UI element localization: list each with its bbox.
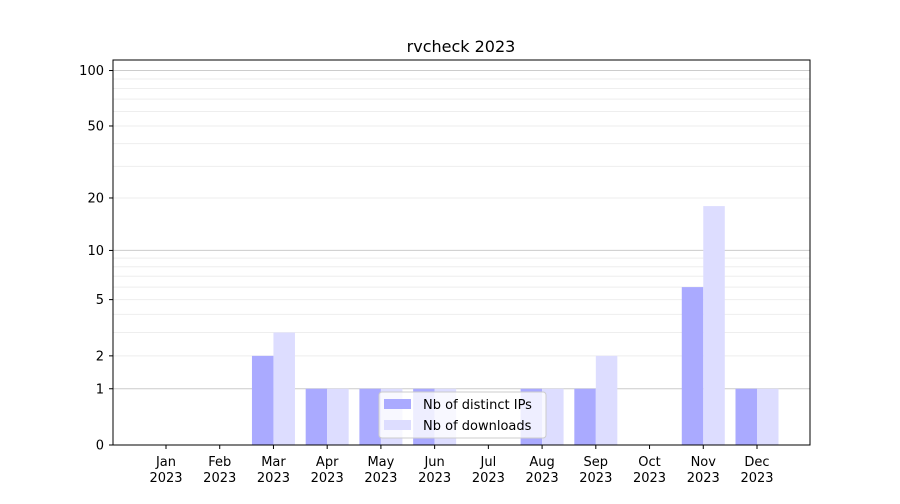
x-tick-label: 2023 [203, 471, 236, 486]
bar-distinct-ips [359, 388, 381, 445]
x-tick-label: 2023 [149, 471, 182, 486]
legend-label-downloads: Nb of downloads [423, 419, 532, 434]
x-tick-label: Dec [744, 455, 769, 470]
axes-frame [112, 59, 811, 446]
x-tick-label: Sep [584, 455, 609, 470]
x-tick-label: 2023 [579, 471, 612, 486]
x-tick-label: 2023 [472, 471, 505, 486]
chart-title: rvcheck 2023 [407, 37, 516, 56]
x-tick-label: 2023 [364, 471, 397, 486]
x-tick-label: 2023 [633, 471, 666, 486]
bar-downloads [703, 206, 725, 445]
y-tick-label: 10 [87, 244, 104, 259]
bar-distinct-ips [574, 388, 596, 445]
y-axis: 0 1 2 5 10 20 50 100 [79, 64, 113, 454]
legend-box [378, 391, 547, 439]
bar-distinct-ips [735, 388, 757, 445]
x-tick-label: 2023 [740, 471, 773, 486]
x-tick-label: Apr [316, 455, 339, 470]
bar-downloads [595, 355, 618, 445]
x-tick-label: 2023 [257, 471, 290, 486]
x-tick-label: May [367, 455, 394, 470]
x-tick-label: Jan [155, 455, 176, 470]
x-tick-label: Aug [529, 455, 554, 470]
y-tick-label: 100 [79, 64, 104, 79]
x-tick-label: 2023 [418, 471, 451, 486]
x-tick-label: Mar [261, 455, 286, 470]
x-axis: Jan2023Feb2023Mar2023Apr2023May2023Jun20… [149, 445, 774, 486]
x-tick-label: Jul [480, 455, 497, 470]
bar-downloads [273, 332, 295, 445]
y-tick-label: 50 [87, 119, 104, 134]
x-tick-label: Jun [423, 455, 444, 470]
legend-swatch-ips [384, 399, 411, 409]
bar-distinct-ips [681, 287, 704, 445]
legend-swatch-downloads [384, 420, 411, 430]
bar-downloads [327, 388, 349, 445]
y-tick-label: 2 [96, 349, 104, 364]
y-tick-label: 0 [96, 439, 104, 454]
x-tick-label: Nov [691, 455, 717, 470]
legend-label-ips: Nb of distinct IPs [423, 398, 532, 413]
x-tick-label: 2023 [311, 471, 344, 486]
x-tick-label: Oct [638, 455, 660, 470]
bar-downloads [757, 388, 779, 445]
x-tick-label: Feb [208, 455, 231, 470]
y-tick-label: 5 [96, 293, 104, 308]
y-tick-label: 20 [87, 191, 104, 206]
bar-distinct-ips [251, 355, 274, 445]
bar-distinct-ips [305, 388, 328, 445]
x-tick-label: 2023 [687, 471, 720, 486]
bar-downloads [542, 388, 564, 445]
y-tick-label: 1 [96, 382, 104, 397]
x-tick-label: 2023 [526, 471, 559, 486]
legend: Nb of distinct IPs Nb of downloads [378, 391, 547, 439]
